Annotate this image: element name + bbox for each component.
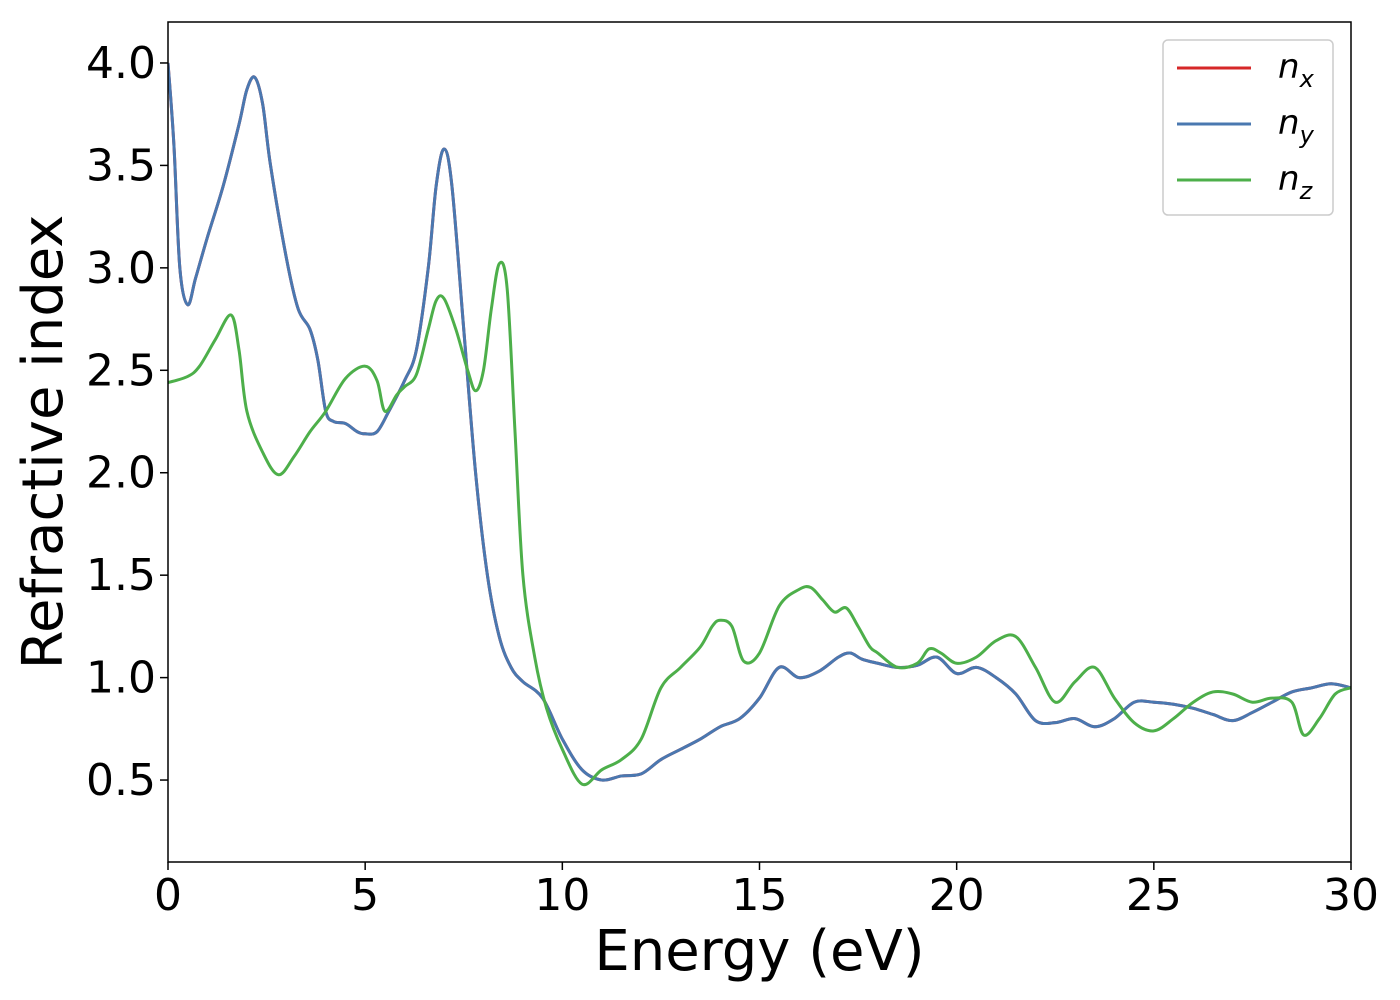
x-tick-label: 30 [1323, 870, 1379, 921]
y-axis-label: Refractive index [11, 215, 76, 670]
legend-box [1162, 39, 1334, 216]
series-line-z [168, 260, 1351, 787]
x-tick-label: 10 [534, 870, 590, 921]
plot-lines [168, 62, 1351, 787]
y-tick-label: 1.5 [86, 550, 156, 601]
x-tick-label: 5 [351, 870, 379, 921]
x-tick-label: 0 [154, 870, 182, 921]
y-tick-label: 2.5 [86, 345, 156, 396]
x-axis-ticks: 0 5 10 15 20 25 30 [154, 862, 1379, 921]
y-tick-label: 2.0 [86, 448, 156, 499]
y-tick-label: 1.0 [86, 653, 156, 704]
y-tick-label: 4.0 [86, 38, 156, 89]
x-tick-label: 20 [929, 870, 985, 921]
x-axis-label: Energy (eV) [594, 919, 924, 984]
x-tick-label: 25 [1126, 870, 1182, 921]
x-tick-label: 15 [732, 870, 788, 921]
legend-label-x: nx [1278, 47, 1315, 93]
legend-label-z: nz [1278, 159, 1314, 205]
y-tick-label: 3.5 [86, 140, 156, 191]
y-tick-label: 3.0 [86, 243, 156, 294]
y-tick-label: 0.5 [86, 755, 156, 806]
series-line-y [168, 62, 1351, 782]
legend-label-y: ny [1278, 103, 1315, 149]
y-axis-ticks: 0.5 1.0 1.5 2.0 2.5 3.0 3.5 4.0 [86, 38, 168, 806]
legend: nx ny nz [1162, 39, 1334, 216]
